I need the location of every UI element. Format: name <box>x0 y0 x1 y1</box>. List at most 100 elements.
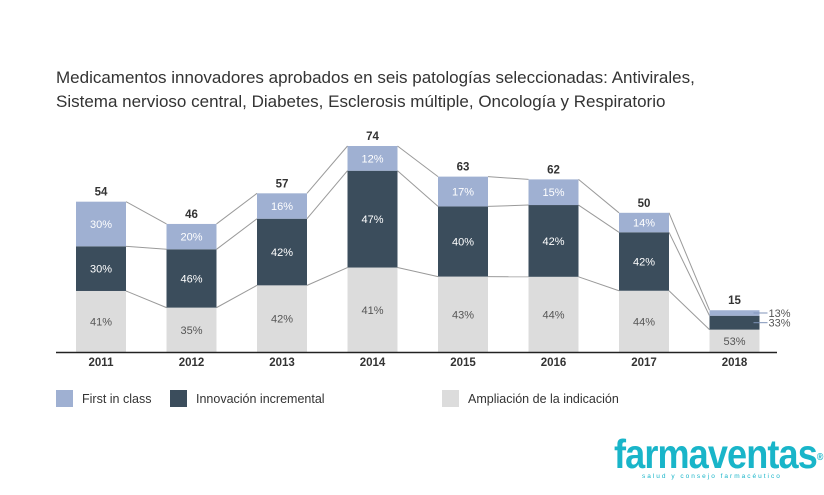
bar-segment-ampliacion-2013 <box>257 285 307 352</box>
x-tick-label-2013: 2013 <box>269 357 295 369</box>
connector-line-2017-2 <box>668 212 710 311</box>
data-label-ampliacion-2011: 41% <box>90 316 112 328</box>
bar-segment-ampliacion-2011 <box>76 290 126 352</box>
data-label-first-in-class-2014: 12% <box>361 153 383 165</box>
data-label-innovacion-incremental-2013: 42% <box>271 247 293 259</box>
legend-item-innovacion-incremental: Innovación incremental <box>170 390 325 407</box>
total-label-2018: 15 <box>728 295 741 307</box>
connector-line-2011-0 <box>125 290 167 309</box>
bar-segment-first-in-class-2014 <box>347 146 398 171</box>
data-label-ampliacion-2014: 41% <box>361 305 383 317</box>
connector-line-2017-0 <box>668 290 710 331</box>
bar-segment-first-in-class-2017 <box>619 212 669 233</box>
total-label-2017: 50 <box>638 198 651 210</box>
farmaventas-logo: farmaventas® salud y consejo farmacéutic… <box>614 434 823 489</box>
bar-segment-ampliacion-2017 <box>619 290 669 352</box>
connector-line-2014-0 <box>397 267 439 278</box>
bar-segment-innovacion-incremental-2011 <box>76 246 126 291</box>
bar-segment-innovacion-incremental-2016 <box>528 205 579 277</box>
data-label-first-in-class-2011: 30% <box>90 219 112 231</box>
legend-swatch-innovacion-incremental <box>170 390 187 407</box>
bar-segment-innovacion-incremental-2014 <box>347 170 398 268</box>
logo-wordmark: farmaventas® <box>614 434 823 475</box>
data-label-innovacion-incremental-2014: 47% <box>361 214 383 226</box>
data-label-first-in-class-2015: 17% <box>452 187 474 199</box>
legend-item-first-in-class: First in class <box>56 390 151 407</box>
connector-line-2013-0 <box>306 267 348 286</box>
x-tick-label-2018: 2018 <box>722 357 748 369</box>
bar-segment-innovacion-incremental-2017 <box>619 232 669 291</box>
total-label-2012: 46 <box>185 209 198 221</box>
connector-line-2013-1 <box>306 170 348 220</box>
chart-legend: First in class Innovación incremental Am… <box>56 390 776 410</box>
data-label-innovacion-incremental-2015: 40% <box>452 237 474 249</box>
data-label-ampliacion-2016: 44% <box>542 309 564 321</box>
logo-tagline: salud y consejo farmacéutico <box>642 473 782 480</box>
data-label-innovacion-incremental-2016: 42% <box>542 236 564 248</box>
data-label-ampliacion-2013: 42% <box>271 314 293 326</box>
data-label-first-in-class-2012: 20% <box>180 232 202 244</box>
x-tick-label-2011: 2011 <box>89 357 115 369</box>
total-label-2013: 57 <box>276 178 289 190</box>
chart-title: Medicamentos innovadores aprobados en se… <box>56 66 796 114</box>
connector-line-2012-0 <box>216 284 258 309</box>
data-label-ampliacion-2018: 53% <box>723 336 745 348</box>
connector-line-2013-2 <box>306 145 348 194</box>
connector-line-2016-2 <box>578 179 620 214</box>
logo-name: farmaventas <box>614 431 818 477</box>
bar-segment-ampliacion-2012 <box>166 307 217 352</box>
x-tick-label-2014: 2014 <box>360 357 386 369</box>
connector-line-2014-1 <box>397 170 439 207</box>
bar-segment-first-in-class-2015 <box>438 176 488 207</box>
data-label-innovacion-incremental-2018: 33% <box>769 318 791 330</box>
x-tick-label-2015: 2015 <box>450 357 476 369</box>
data-label-first-in-class-2018: 13% <box>769 308 791 320</box>
bar-segment-innovacion-incremental-2015 <box>438 206 488 277</box>
bar-segment-ampliacion-2016 <box>528 276 579 352</box>
bar-segment-innovacion-incremental-2012 <box>166 249 217 308</box>
bar-segment-ampliacion-2015 <box>438 276 488 352</box>
total-label-2014: 74 <box>366 131 379 143</box>
connector-line-2015-2 <box>487 176 529 180</box>
connector-line-2015-1 <box>487 204 529 207</box>
data-label-innovacion-incremental-2012: 46% <box>180 273 202 285</box>
legend-swatch-ampliacion <box>442 390 459 407</box>
chart-title-line-1: Medicamentos innovadores aprobados en se… <box>56 68 695 87</box>
legend-swatch-first-in-class <box>56 390 73 407</box>
bar-segment-first-in-class-2018 <box>709 310 760 316</box>
bar-segment-ampliacion-2014 <box>347 267 398 352</box>
bar-segment-first-in-class-2012 <box>166 223 217 250</box>
bar-segment-first-in-class-2013 <box>257 193 307 219</box>
connector-line-2016-1 <box>578 204 620 233</box>
legend-item-ampliacion: Ampliación de la indicación <box>442 390 619 407</box>
data-label-first-in-class-2016: 15% <box>542 187 564 199</box>
legend-label-innovacion-incremental: Innovación incremental <box>196 391 325 406</box>
total-label-2011: 54 <box>95 187 108 199</box>
connector-line-2011-2 <box>125 201 167 225</box>
logo-registered-mark: ® <box>816 452 824 463</box>
data-label-innovacion-incremental-2011: 30% <box>90 264 112 276</box>
x-tick-label-2017: 2017 <box>631 357 657 369</box>
connector-line-2012-2 <box>216 192 258 225</box>
connector-line-2017-1 <box>668 232 710 316</box>
bar-segment-ampliacion-2018 <box>709 329 760 352</box>
connector-line-2012-1 <box>216 218 258 250</box>
data-label-ampliacion-2012: 35% <box>180 325 202 337</box>
data-label-innovacion-incremental-2017: 42% <box>633 257 655 269</box>
connector-line-2016-0 <box>578 276 620 292</box>
data-label-first-in-class-2013: 16% <box>271 201 293 213</box>
bar-segment-innovacion-incremental-2013 <box>257 218 307 286</box>
data-label-ampliacion-2017: 44% <box>633 316 655 328</box>
bar-segment-first-in-class-2016 <box>528 179 579 206</box>
legend-label-first-in-class: First in class <box>82 391 152 406</box>
bar-segment-innovacion-incremental-2018 <box>709 315 760 330</box>
data-label-ampliacion-2015: 43% <box>452 309 474 321</box>
total-label-2016: 62 <box>547 164 560 176</box>
connector-line-2011-1 <box>125 245 167 250</box>
data-label-first-in-class-2017: 14% <box>633 218 655 230</box>
bar-segment-first-in-class-2011 <box>76 201 126 247</box>
legend-label-ampliacion: Ampliación de la indicación <box>468 391 619 406</box>
chart-title-line-2: Sistema nervioso central, Diabetes, Escl… <box>56 92 666 111</box>
x-tick-label-2016: 2016 <box>541 357 567 369</box>
